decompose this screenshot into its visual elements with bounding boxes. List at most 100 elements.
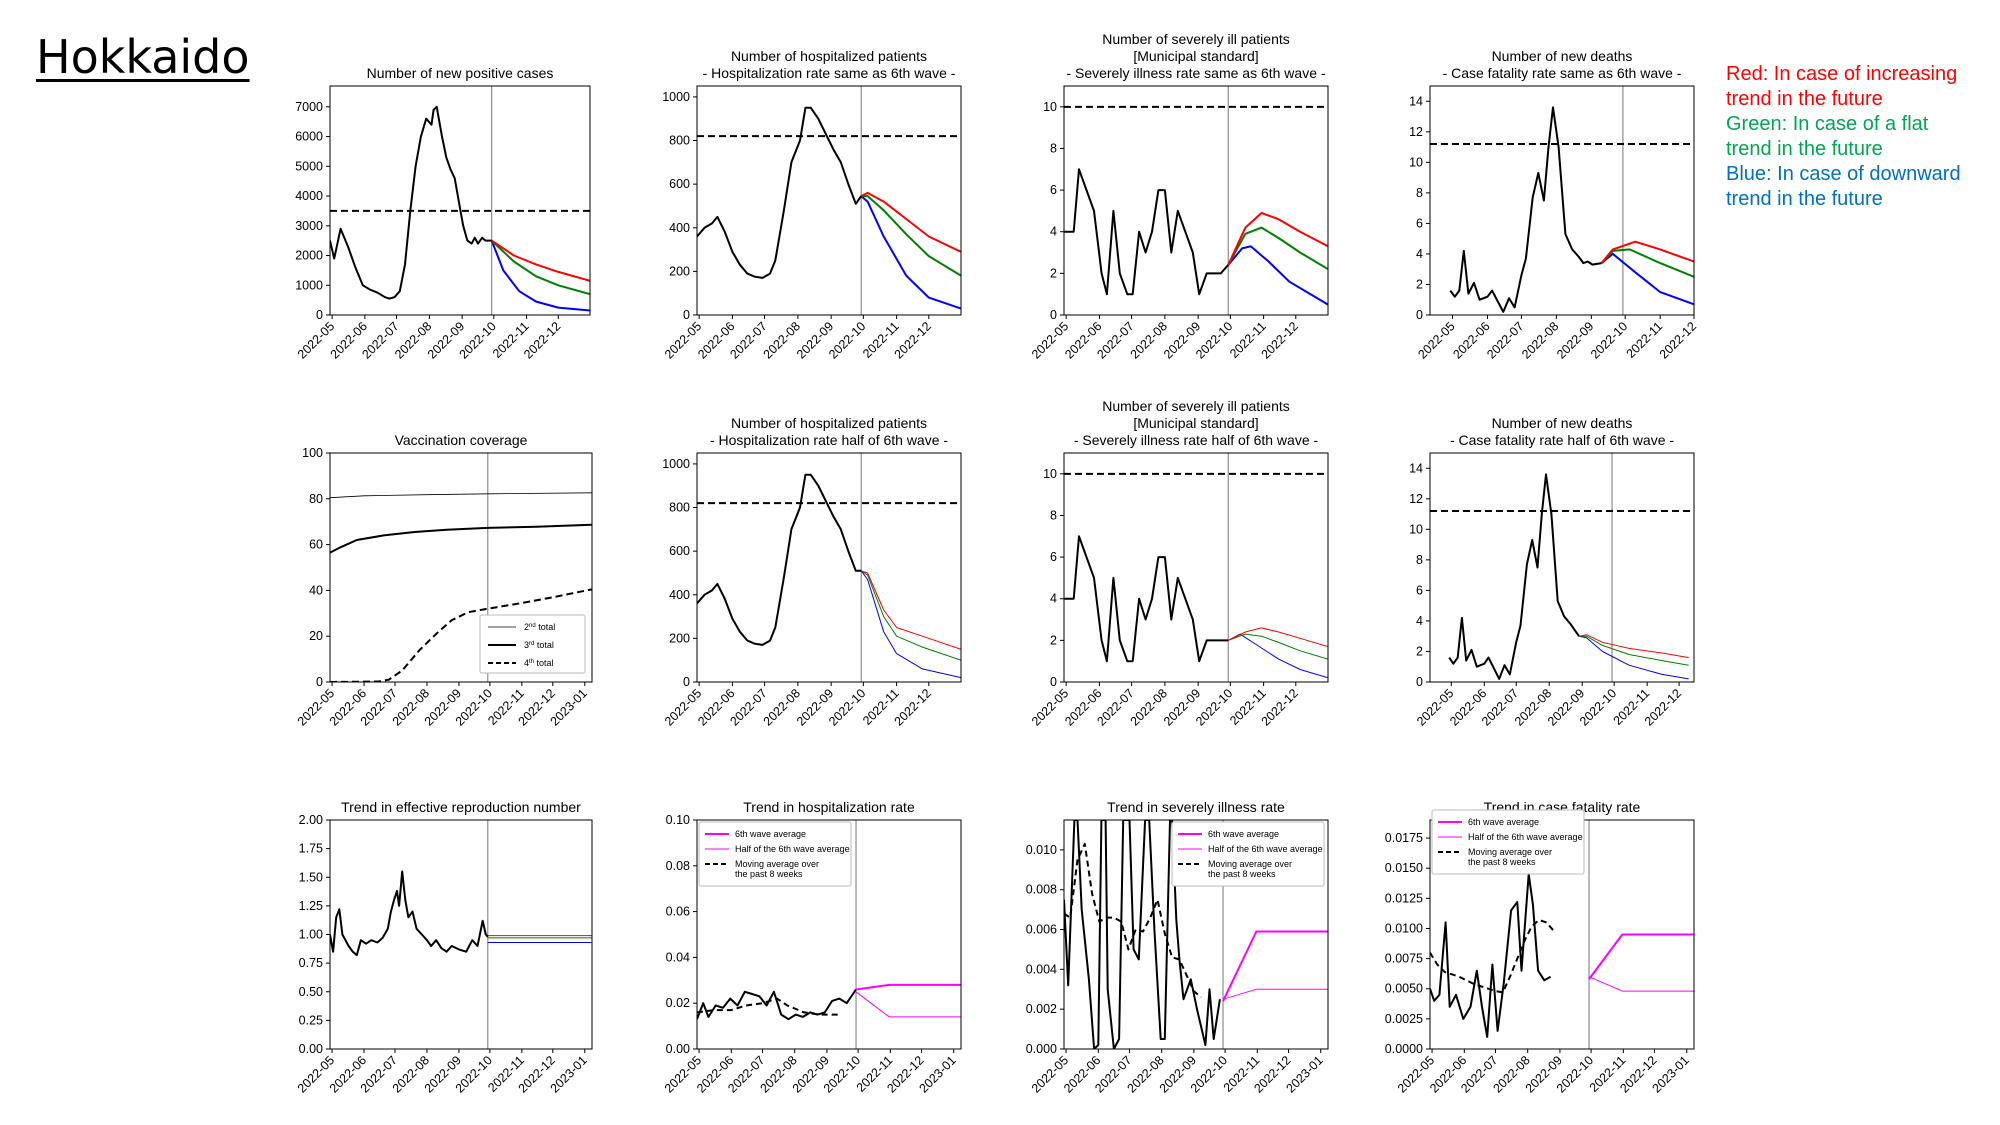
y-tick-label: 0.0125 (1385, 891, 1423, 905)
chart-title-line: - Severely illness rate half of 6th wave… (1074, 432, 1319, 448)
scenario-downward-line (490, 240, 590, 312)
y-tick-label: 0 (683, 308, 690, 322)
chart-positive: Number of new positive cases 0 1000 2000 300… (295, 65, 591, 362)
y-tick-label: 0 (1416, 675, 1423, 689)
scenario-flat-line (491, 239, 590, 296)
y-tick-label: 0.50 (299, 985, 323, 999)
y-tick-label: 1000 (295, 278, 323, 292)
actual-data-line (1064, 820, 1221, 1049)
actual-data-line (1064, 535, 1229, 663)
plot-area (330, 453, 592, 682)
y-tick-label: 1.00 (299, 928, 323, 942)
plot-frame (329, 452, 593, 683)
actual-data-line (1430, 873, 1552, 1038)
series-line-3rd-total (330, 523, 592, 554)
y-tick-label: 0.0000 (1385, 1042, 1423, 1056)
y-tick-label: 2 (1416, 277, 1423, 291)
y-tick-label: 20 (309, 629, 323, 643)
chart-title-line: - Hospitalization rate same as 6th wave … (703, 65, 956, 81)
legend-label: Moving average over (735, 859, 819, 869)
plot-frame (1063, 452, 1329, 683)
legend-label: Half of the 6th wave average (1468, 832, 1583, 842)
chart-severe6: Number of severely ill patients[Municipa… (1029, 31, 1329, 362)
y-tick-label: 1.25 (299, 899, 323, 913)
y-tick-label: 200 (669, 264, 690, 278)
legend-label: Half of the 6th wave average (735, 844, 850, 854)
y-tick-label: 6 (1050, 550, 1057, 564)
y-tick-label: 2 (1050, 633, 1057, 647)
scenario-color-legend: Red: In case of increasing trend in the … (1726, 62, 1961, 212)
actual-data-line (1064, 168, 1229, 296)
sixth-wave-average-line (1588, 933, 1694, 980)
chart-title-line: - Case fatality rate same as 6th wave - (1443, 65, 1682, 81)
chart-title-line: Number of new deaths (1492, 48, 1633, 64)
y-tick-label: 4000 (295, 189, 323, 203)
y-tick-label: 6 (1050, 183, 1057, 197)
y-tick-label: 6 (1416, 216, 1423, 230)
legend-red-line1: Red: In case of increasing (1726, 63, 1958, 85)
actual-data-line (697, 988, 857, 1021)
plot-area (697, 820, 961, 1049)
chart-title-line: Trend in effective reproduction number (341, 799, 581, 815)
legend-label: the past 8 weeks (735, 869, 803, 879)
chart-title-line: Trend in severely illness rate (1107, 799, 1285, 815)
chart-rt: Trend in effective reproduction number 0.… (295, 799, 593, 1096)
scenario-increasing-line (491, 239, 590, 282)
moving-average-line (1430, 919, 1555, 994)
y-tick-label: 0 (683, 675, 690, 689)
chart-severerate: Trend in severely illness rate 0.000 0.002… (1026, 799, 1329, 1096)
chart-deathsH: Number of new deaths- Case fatality rate… (1409, 415, 1695, 729)
rate-legend (1431, 809, 1585, 875)
y-tick-label: 8 (1050, 508, 1057, 522)
y-tick-label: 5000 (295, 159, 323, 173)
chart-title-line: Number of hospitalized patients (731, 48, 927, 64)
chart-title-line: - Severely illness rate same as 6th wave… (1066, 65, 1325, 81)
x-tick-label: 2022-12 (1657, 319, 1699, 361)
x-tick-label: 2022-10 (1588, 319, 1630, 361)
chart-deaths6: Number of new deaths- Case fatality rate… (1409, 48, 1699, 362)
plot-area (697, 86, 961, 315)
y-tick-label: 1.75 (299, 842, 323, 856)
y-tick-label: 800 (669, 501, 690, 515)
y-tick-label: 1000 (662, 457, 690, 471)
moving-average-line (1064, 842, 1202, 998)
legend-label: Moving average over (1468, 847, 1552, 857)
plot-area (1430, 453, 1694, 682)
y-tick-label: 14 (1409, 94, 1423, 108)
y-tick-label: 2000 (295, 249, 323, 263)
scenario-flat-line (861, 195, 961, 277)
plot-area (330, 86, 590, 315)
series-line-4th-total (330, 588, 592, 682)
y-tick-label: 100 (302, 446, 323, 460)
chart-title-line: Number of new deaths (1492, 415, 1633, 431)
y-tick-label: 12 (1409, 125, 1423, 139)
y-tick-label: 10 (1409, 522, 1423, 536)
legend-red-line2: trend in the future (1726, 88, 1883, 110)
y-tick-label: 0.04 (666, 950, 690, 964)
y-tick-label: 0.00 (299, 1042, 323, 1056)
plot-area (1430, 820, 1694, 1049)
y-tick-label: 400 (669, 588, 690, 602)
legend-green-line2: trend in the future (1726, 138, 1883, 160)
y-tick-label: 2.00 (299, 813, 323, 827)
y-tick-label: 0.10 (666, 813, 690, 827)
y-tick-label: 0.00 (666, 1042, 690, 1056)
chart-vacc: Vaccination coverage0204060801002022-052… (295, 432, 593, 729)
scenario-downward-line (1600, 252, 1694, 306)
half-sixth-wave-line (855, 991, 961, 1018)
y-tick-label: 0 (316, 308, 323, 322)
y-tick-label: 600 (669, 544, 690, 558)
y-tick-label: 800 (669, 134, 690, 148)
chart-title-line: Number of hospitalized patients (731, 415, 927, 431)
scenario-downward-line (1578, 635, 1689, 680)
chart-severeH: Number of severely ill patients[Municipa… (1029, 398, 1329, 729)
legend-label: Moving average over (1208, 859, 1292, 869)
scenario-downward-line (1227, 633, 1328, 679)
y-tick-label: 80 (309, 492, 323, 506)
scenario-downward-line (860, 570, 961, 679)
chart-title-line: [Municipal standard] (1133, 415, 1258, 431)
page-title: Hokkaido (36, 30, 250, 84)
scenario-flat-line (1579, 635, 1689, 666)
y-tick-label: 0.010 (1026, 843, 1057, 857)
y-tick-label: 4 (1416, 614, 1423, 628)
